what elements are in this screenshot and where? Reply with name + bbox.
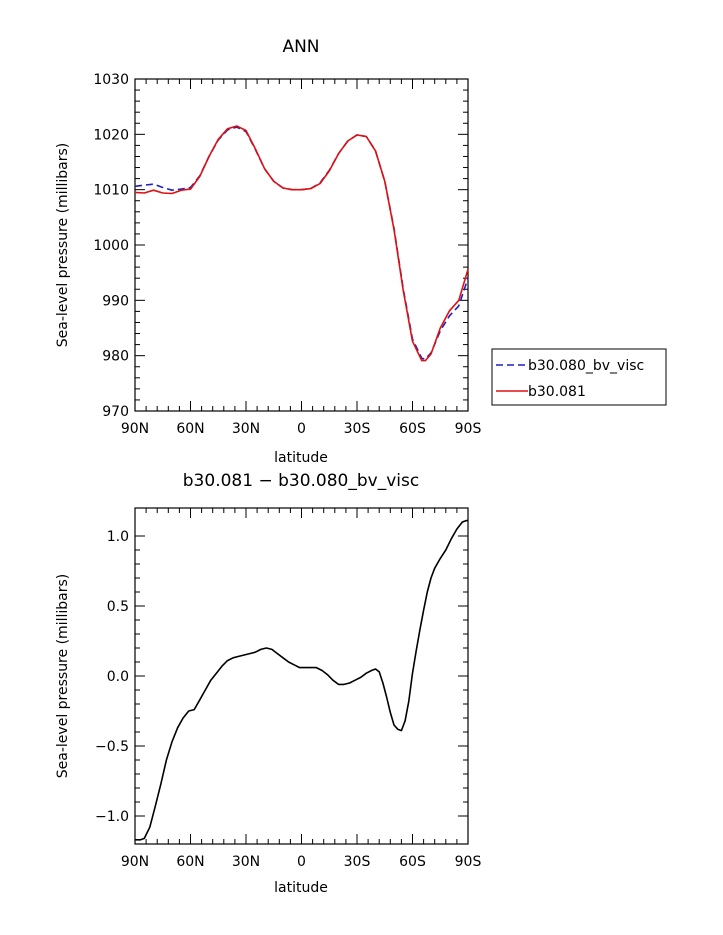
legend: b30.080_bv_visc b30.081 xyxy=(491,348,667,406)
top-panel: ANN 970 980 990 1000 1010 1020 1030 90N 60N 30N 0… xyxy=(55,37,667,466)
x-tick-label: 30S xyxy=(344,421,371,437)
y-tick-label: 980 xyxy=(102,349,129,365)
x-tick-label: 30N xyxy=(232,854,260,870)
x-tick-label: 0 xyxy=(297,421,306,437)
x-tick-label: 90N xyxy=(121,421,149,437)
tick-marks xyxy=(134,78,469,412)
y-tick-label: 1030 xyxy=(93,72,129,88)
y-axis-label: Sea-level pressure (millibars) xyxy=(55,574,71,778)
x-tick-label: 90S xyxy=(455,421,482,437)
y-axis-label: Sea-level pressure (millibars) xyxy=(55,143,71,347)
x-tick-label: 60S xyxy=(399,854,426,870)
x-tick-label: 0 xyxy=(297,854,306,870)
x-tick-label: 60N xyxy=(176,421,204,437)
tick-marks xyxy=(134,508,469,844)
x-tick-label: 60S xyxy=(399,421,426,437)
y-tick-label: 0.5 xyxy=(107,599,129,615)
y-tick-label: −0.5 xyxy=(95,739,129,755)
x-axis-label: latitude xyxy=(274,880,328,896)
y-tick-labels: 970 980 990 1000 1010 1020 1030 xyxy=(93,72,129,420)
x-axis-label: latitude xyxy=(274,450,328,466)
x-tick-label: 60N xyxy=(176,854,204,870)
y-tick-label: 1010 xyxy=(93,183,129,199)
y-tick-label: −1.0 xyxy=(95,809,129,825)
y-tick-label: 990 xyxy=(102,293,129,309)
x-tick-label: 90N xyxy=(121,854,149,870)
legend-box xyxy=(491,348,667,406)
plot-frame xyxy=(134,78,469,412)
series-lines xyxy=(135,519,468,841)
x-tick-labels: 90N 60N 30N 0 30S 60S 90S xyxy=(121,854,482,870)
series-lines xyxy=(134,125,469,362)
legend-label-0: b30.080_bv_visc xyxy=(528,358,644,374)
x-tick-labels: 90N 60N 30N 0 30S 60S 90S xyxy=(121,421,482,437)
plot-frame xyxy=(134,507,469,845)
x-tick-label: 30S xyxy=(344,854,371,870)
series-line-1 xyxy=(134,125,469,362)
chart-title: ANN xyxy=(282,37,319,57)
y-tick-label: 970 xyxy=(102,404,129,420)
y-tick-label: 1000 xyxy=(93,238,129,254)
y-tick-label: 0.0 xyxy=(107,669,129,685)
y-tick-label: 1.0 xyxy=(107,529,129,545)
series-line-0 xyxy=(134,126,469,360)
series-line-0 xyxy=(135,519,468,841)
x-tick-label: 30N xyxy=(232,421,260,437)
chart-title: b30.081 − b30.080_bv_visc xyxy=(183,471,419,491)
x-tick-label: 90S xyxy=(455,854,482,870)
y-tick-labels: −1.0 −0.5 0.0 0.5 1.0 xyxy=(95,529,129,825)
y-tick-label: 1020 xyxy=(93,127,129,143)
bottom-panel: b30.081 − b30.080_bv_visc −1.0 −0.5 0.0 0.5… xyxy=(55,471,481,896)
legend-label-1: b30.081 xyxy=(528,384,586,400)
